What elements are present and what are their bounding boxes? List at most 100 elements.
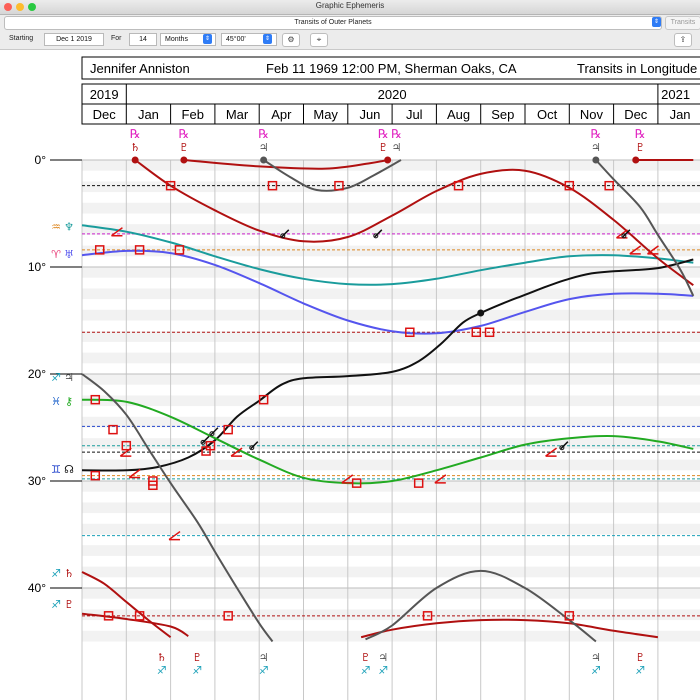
month-label: Dec [93,107,117,122]
square-aspect-marker [134,611,145,621]
month-label: Jan [138,107,159,122]
planet-glyph-icon: ⚷ [65,395,73,408]
sesquisquare-aspect-marker [209,431,215,437]
chart-mode: Transits in Longitude [577,61,697,76]
sesquisquare-aspect-marker [559,445,565,451]
sign-glyph-icon: ♐ [51,567,61,580]
retrograde-glyph-icon: ℞ [635,127,646,141]
station-dot [384,156,392,164]
sesquisquare-aspect-marker [622,229,631,238]
planet-glyph-icon: ♇ [635,651,645,664]
y-tick-label: 30° [28,474,46,488]
station-dot [477,309,485,317]
planet-glyph-icon: ♆ [64,220,74,233]
sign-glyph-icon: ♓ [51,395,61,408]
for-label: For [111,35,122,42]
square-aspect-marker [405,327,415,338]
square-aspect-marker [90,394,101,405]
zoom-window-button[interactable] [28,3,36,11]
close-window-button[interactable] [4,3,12,11]
duration-field[interactable]: 14 [129,33,157,46]
sign-glyph-icon: ♐ [51,371,61,384]
series-line [81,249,694,335]
station-dot [180,156,188,164]
starting-label: Starting [9,35,34,42]
sesquisquare-aspect-marker [210,427,219,436]
planet-glyph-icon: ♇ [179,141,189,154]
stripe [82,481,700,492]
square-aspect-marker [267,180,278,191]
sesquisquare-aspect-marker [373,233,379,239]
square-aspect-marker [604,180,614,191]
series-line [263,159,402,192]
planet-glyph-icon: ♃ [378,651,388,664]
sign-glyph-icon: ♐ [591,664,601,677]
stripe [82,438,700,449]
sesquisquare-aspect-marker [374,229,383,238]
retrograde-glyph-icon: ℞ [590,127,601,141]
duration-unit-select[interactable]: Months [160,33,216,46]
month-label: Mar [226,107,249,122]
retrograde-glyph-icon: ℞ [258,127,269,141]
square-aspect-marker [223,611,233,621]
square-aspect-marker [108,424,118,435]
gear-icon[interactable]: ⚙ [282,33,300,47]
series-line [81,258,694,472]
minimize-window-button[interactable] [16,3,24,11]
month-label: Nov [580,107,604,122]
sesquisquare-aspect-marker [250,441,259,450]
station-dot [592,156,600,164]
transits-button[interactable]: Transits [665,16,700,30]
sesquisquare-aspect-marker [201,435,210,444]
planet-glyph-icon: ♃ [392,141,402,154]
month-label: Sep [491,107,514,122]
planet-glyph-icon: ♃ [64,371,74,384]
sesquisquare-aspect-marker [200,439,206,445]
square-aspect-marker [103,611,114,621]
stripe [82,545,700,556]
sesquisquare-aspect-marker [621,233,627,239]
semisquare-aspect-marker [230,447,243,457]
series-line [360,618,659,639]
graphic-ephemeris-chart: Jennifer Anniston Feb 11 1969 12:00 PM, … [28,56,700,700]
retrograde-glyph-icon: ℞ [378,127,389,141]
square-aspect-marker [223,424,233,435]
y-tick-label: 40° [28,581,46,595]
stripe [82,523,700,535]
planet-glyph-icon: ♄ [130,141,140,154]
planet-glyph-icon: ♃ [259,141,269,154]
semisquare-aspect-marker [545,447,558,457]
stripe [82,267,700,278]
station-glyphs-top: ℞♄℞♇℞♃℞♇℞♃℞♃℞♇ [130,127,646,154]
chart-selector[interactable]: Transits of Outer Planets [4,16,662,30]
semisquare-aspect-marker [434,474,447,484]
harmonic-arrow-icon[interactable]: ⇕ [263,34,272,44]
stripe [82,309,700,321]
window-title: Graphic Ephemeris [315,1,385,10]
stripe [82,224,700,235]
starting-date-field[interactable]: Dec 1 2019 [44,33,104,46]
sign-glyph-icon: ♐ [635,664,645,677]
stripe [82,245,700,257]
duration-unit-arrow-icon[interactable]: ⇕ [203,34,212,44]
stripe [82,566,700,578]
retrograde-glyph-icon: ℞ [179,127,190,141]
stripe [82,352,700,364]
location-pin-icon[interactable]: ⌖ [310,33,328,47]
background-stripes [82,160,700,642]
share-icon[interactable]: ⇪ [674,33,692,47]
year-label: 2021 [661,87,690,102]
stripe [82,630,700,642]
chart-selector-arrow-icon[interactable]: ⇕ [652,17,661,27]
y-tick-label: 0° [35,153,47,167]
square-aspect-marker [422,611,433,621]
chart-selector-row: Transits of Outer Planets ⇕ Transits [0,15,700,30]
sign-glyph-icon: ♐ [361,664,371,677]
stripe [82,374,700,385]
year-label: 2020 [378,87,407,102]
square-aspect-marker [258,394,269,405]
station-dot [632,156,640,164]
stripe [82,331,700,342]
month-label: Apr [271,107,292,122]
square-aspect-marker [148,480,158,491]
